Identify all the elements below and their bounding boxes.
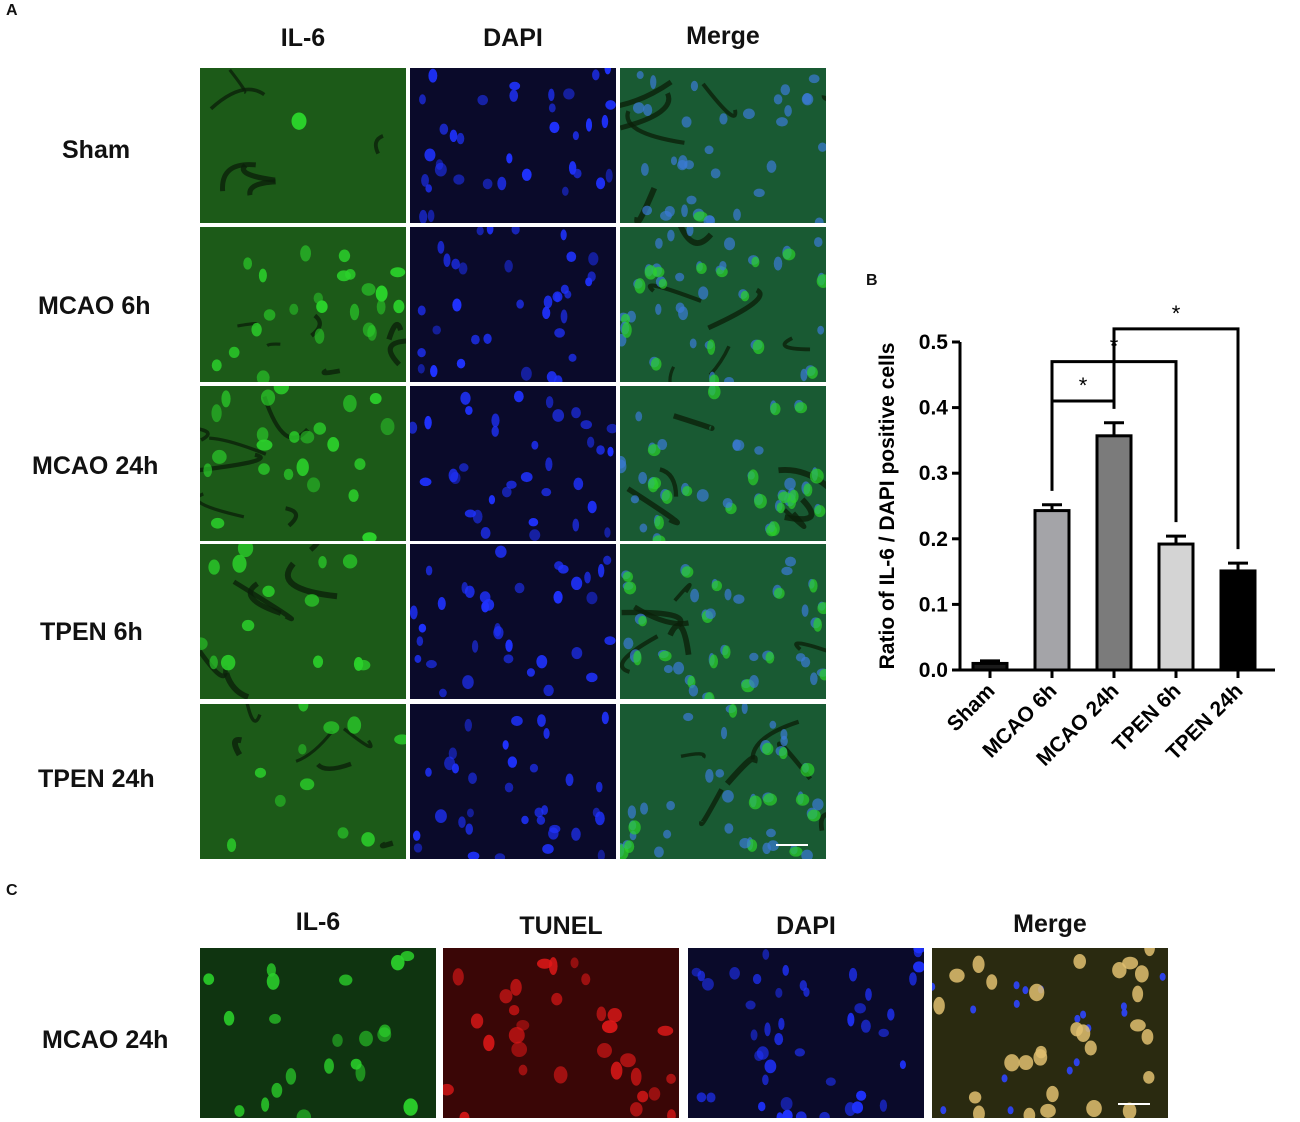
micrograph-mcao-6h-merge: [620, 227, 826, 382]
row-label-sham: Sham: [62, 136, 131, 164]
micrograph-tpen-6h-il6: [200, 544, 406, 699]
bar-chart: 0.0 0.1 0.2 0.3 0.4 0.5 Ratio of IL-6 / DAPI p…: [876, 301, 1275, 771]
row-label-mcao-6h: MCAO 6h: [38, 292, 151, 320]
micrograph-mcao-24h-il6: [200, 386, 406, 541]
panel-c-header-merge: Merge: [1013, 910, 1087, 938]
column-header-dapi: DAPI: [483, 24, 543, 52]
micrograph-panel-c-il6: [200, 948, 436, 1118]
error-bar: [1166, 534, 1186, 545]
micrograph-sham-merge: [620, 68, 826, 223]
bar-mcao-6h: [1033, 509, 1071, 672]
y-tick-label: 0.2: [919, 528, 948, 551]
panel-c-header-dapi: DAPI: [776, 912, 836, 940]
micrograph-mcao-6h-il6: [200, 227, 406, 382]
micrograph-panel-c-dapi: [688, 948, 924, 1118]
bar-tpen-6h: [1157, 542, 1195, 672]
row-label-mcao-24h: MCAO 24h: [32, 452, 159, 480]
micrograph-panel-c-merge: [932, 948, 1168, 1118]
significance-star: *: [1172, 301, 1181, 326]
y-tick-label: 0.0: [919, 659, 948, 682]
bar-mcao-24h: [1095, 434, 1133, 672]
panel-b-letter: B: [866, 272, 878, 289]
column-header-merge: Merge: [686, 22, 760, 50]
micrograph-panel-c-tunel: [443, 948, 679, 1118]
micrograph-mcao-24h-merge: [620, 386, 826, 541]
panel-c-row-label: MCAO 24h: [42, 1026, 169, 1054]
y-tick-label: 0.4: [919, 397, 949, 420]
micrograph-mcao-24h-dapi: [410, 386, 616, 541]
error-bar: [980, 659, 1000, 664]
significance-bracket: [1112, 327, 1240, 550]
row-label-tpen-24h: TPEN 24h: [38, 765, 155, 793]
micrograph-tpen-6h-merge: [620, 544, 826, 699]
error-bar: [1104, 421, 1124, 436]
panel-a-letter: A: [6, 2, 18, 19]
y-tick-label: 0.3: [919, 462, 948, 485]
micrograph-tpen-24h-dapi: [410, 704, 616, 859]
micrograph-mcao-6h-dapi: [410, 227, 616, 382]
bar-tpen-24h: [1219, 569, 1257, 672]
y-tick-label: 0.5: [919, 331, 949, 354]
micrograph-tpen-24h-il6: [200, 704, 406, 859]
row-label-tpen-6h: TPEN 6h: [40, 618, 143, 646]
bar-sham: [971, 661, 1009, 672]
panel-c-letter: C: [6, 882, 18, 899]
panel-c-header-il6: IL-6: [295, 908, 341, 936]
panel-c-header-tunel: TUNEL: [519, 912, 603, 940]
y-tick-label: 0.1: [919, 593, 949, 616]
significance-star: *: [1079, 373, 1088, 398]
error-bar: [1042, 503, 1062, 511]
micrograph-sham-il6: [200, 68, 406, 223]
x-tick-label: Sham: [943, 679, 1000, 736]
micrograph-tpen-24h-merge: [620, 704, 826, 859]
micrograph-sham-dapi: [410, 68, 616, 223]
y-axis-label: Ratio of IL-6 / DAPI positive cells: [876, 343, 899, 670]
column-header-il6: IL-6: [280, 24, 326, 52]
micrograph-tpen-6h-dapi: [410, 544, 616, 699]
error-bar: [1228, 561, 1248, 571]
